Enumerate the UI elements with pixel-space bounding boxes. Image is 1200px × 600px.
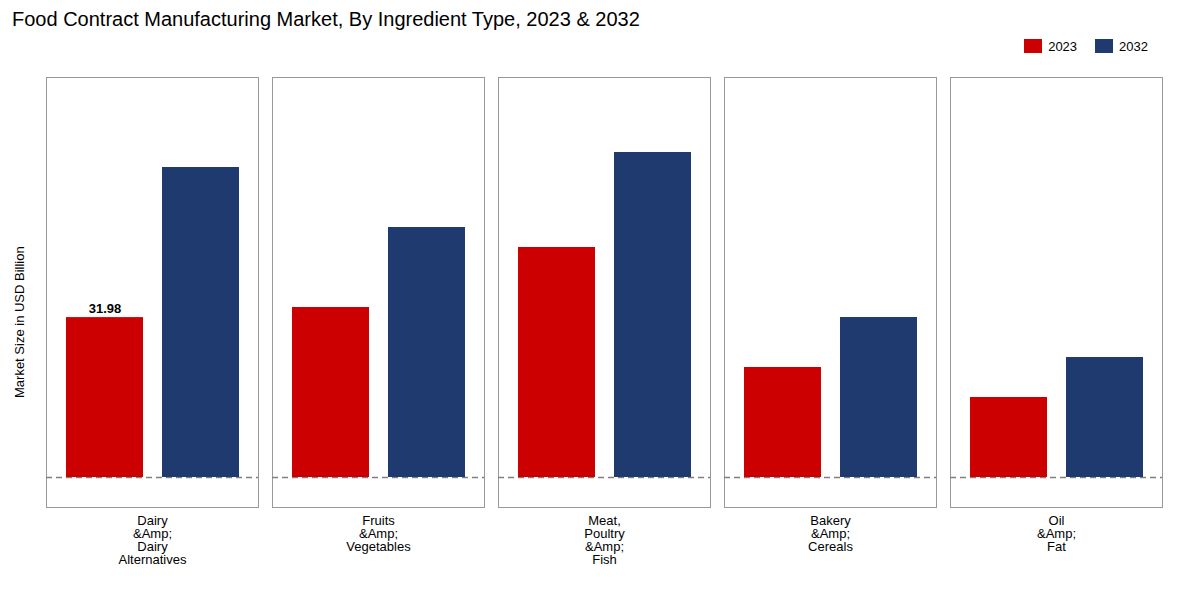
html-text:2023: 2023 (1048, 38, 1078, 54)
svg-text:Oil&Amp;Fat: Oil&Amp;Fat (1037, 513, 1076, 554)
html-text:Market Size in USD Billion: Market Size in USD Billion (12, 246, 27, 398)
svg-text:Bakery&Amp;Cereals: Bakery&Amp;Cereals (808, 513, 853, 554)
svg-text:Dairy&Amp;DairyAlternatives: Dairy&Amp;DairyAlternatives (119, 513, 187, 567)
html-text:2032: 2032 (1119, 38, 1148, 54)
svg-text:31.98: 31.98 (89, 301, 122, 316)
svg-text:Fruits&Amp;Vegetables: Fruits&Amp;Vegetables (346, 513, 411, 554)
html-text:Food Contract Manufacturing Ma: Food Contract Manufacturing Market, By I… (12, 8, 640, 30)
svg-text:Meat,Poultry&Amp;Fish: Meat,Poultry&Amp;Fish (584, 513, 625, 567)
